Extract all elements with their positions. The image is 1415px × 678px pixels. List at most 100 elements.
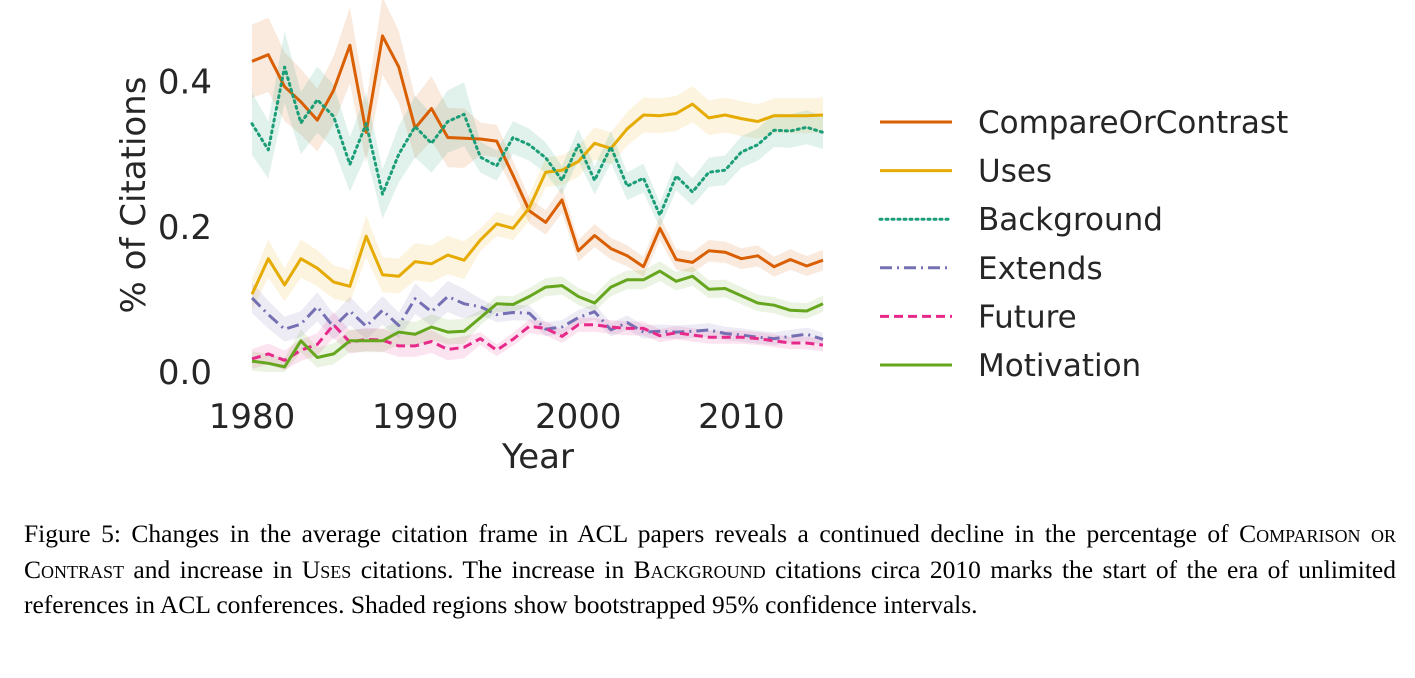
data-point-extends bbox=[577, 316, 580, 319]
data-point-compareorcontrast bbox=[512, 174, 515, 177]
legend-item-uses: Uses bbox=[880, 154, 1052, 190]
legend-item-motivation: Motivation bbox=[880, 348, 1141, 384]
caption-text: citations. The increase in bbox=[351, 554, 634, 584]
data-point-motivation bbox=[283, 365, 286, 368]
confidence-band-future bbox=[252, 311, 823, 371]
data-point-motivation bbox=[397, 331, 400, 334]
data-point-uses bbox=[495, 222, 498, 225]
legend-label: CompareOrContrast bbox=[978, 105, 1288, 141]
data-point-motivation bbox=[609, 286, 612, 289]
data-point-motivation bbox=[756, 302, 759, 305]
data-point-uses bbox=[642, 114, 645, 117]
data-point-uses bbox=[251, 293, 254, 296]
data-point-extends bbox=[430, 310, 433, 313]
data-point-background bbox=[658, 214, 661, 217]
data-point-background bbox=[365, 122, 368, 125]
data-point-uses bbox=[414, 260, 417, 263]
data-point-compareorcontrast bbox=[593, 234, 596, 237]
data-point-compareorcontrast bbox=[724, 251, 727, 254]
data-point-compareorcontrast bbox=[544, 221, 547, 224]
data-point-future bbox=[593, 323, 596, 326]
data-point-compareorcontrast bbox=[561, 198, 564, 201]
data-point-uses bbox=[626, 127, 629, 130]
data-point-future bbox=[724, 336, 727, 339]
data-point-extends bbox=[512, 311, 515, 314]
legend-label: Motivation bbox=[978, 348, 1141, 384]
data-point-future bbox=[283, 359, 286, 362]
data-point-compareorcontrast bbox=[430, 107, 433, 110]
data-point-background bbox=[299, 122, 302, 125]
series-lines bbox=[250, 34, 825, 369]
data-point-uses bbox=[463, 259, 466, 262]
data-point-future bbox=[773, 339, 776, 342]
data-point-compareorcontrast bbox=[283, 85, 286, 88]
figure-caption: Figure 5: Changes in the average citatio… bbox=[24, 516, 1396, 623]
caption-text: Figure 5: Changes in the average citatio… bbox=[24, 519, 1240, 548]
data-point-motivation bbox=[316, 356, 319, 359]
data-point-motivation bbox=[544, 286, 547, 289]
data-point-uses bbox=[593, 142, 596, 145]
data-point-extends bbox=[479, 305, 482, 308]
data-point-motivation bbox=[675, 280, 678, 283]
data-point-future bbox=[740, 336, 743, 339]
data-point-extends bbox=[707, 328, 710, 331]
data-point-extends bbox=[267, 313, 270, 316]
data-point-compareorcontrast bbox=[740, 257, 743, 260]
data-point-background bbox=[740, 151, 743, 154]
caption-text: citations circa 2010 marks the start of … bbox=[24, 554, 1396, 620]
data-point-motivation bbox=[267, 362, 270, 365]
data-point-extends bbox=[463, 302, 466, 305]
y-axis-label: % of Citations bbox=[114, 77, 154, 314]
data-point-motivation bbox=[251, 360, 254, 363]
data-point-uses bbox=[381, 273, 384, 276]
data-point-extends bbox=[495, 313, 498, 316]
data-point-compareorcontrast bbox=[495, 140, 498, 143]
data-point-background bbox=[251, 122, 254, 125]
data-point-background bbox=[348, 163, 351, 166]
confidence-bands bbox=[252, 0, 823, 372]
data-point-uses bbox=[512, 227, 515, 230]
data-point-uses bbox=[658, 114, 661, 117]
data-point-background bbox=[609, 145, 612, 148]
data-point-background bbox=[332, 115, 335, 118]
data-point-motivation bbox=[577, 295, 580, 298]
confidence-band-extends bbox=[252, 281, 823, 346]
confidence-band-uses bbox=[252, 86, 823, 310]
data-point-motivation bbox=[528, 295, 531, 298]
data-point-background bbox=[691, 191, 694, 194]
data-point-future bbox=[299, 349, 302, 352]
y-axis-ticks: 0.0 0.2 0.4 bbox=[158, 63, 212, 393]
data-point-compareorcontrast bbox=[316, 119, 319, 122]
data-point-compareorcontrast bbox=[267, 53, 270, 56]
x-tick-label: 1980 bbox=[209, 397, 296, 437]
data-point-motivation bbox=[561, 284, 564, 287]
data-point-motivation bbox=[593, 302, 596, 305]
data-point-background bbox=[544, 156, 547, 159]
data-point-extends bbox=[348, 310, 351, 313]
data-point-compareorcontrast bbox=[332, 89, 335, 92]
data-point-compareorcontrast bbox=[805, 265, 808, 268]
data-point-background bbox=[756, 143, 759, 146]
data-point-future bbox=[707, 336, 710, 339]
data-point-extends bbox=[724, 332, 727, 335]
data-point-motivation bbox=[626, 278, 629, 281]
x-tick-label: 2000 bbox=[535, 397, 622, 437]
legend-item-future: Future bbox=[880, 299, 1077, 335]
data-point-background bbox=[479, 156, 482, 159]
legend-item-background: Background bbox=[878, 202, 1163, 238]
data-point-future bbox=[822, 344, 825, 347]
data-point-motivation bbox=[707, 288, 710, 291]
data-point-motivation bbox=[463, 330, 466, 333]
legend-label: Future bbox=[978, 299, 1077, 335]
data-point-compareorcontrast bbox=[789, 258, 792, 261]
confidence-band-compareorcontrast bbox=[252, 0, 823, 277]
data-point-background bbox=[463, 113, 466, 116]
data-point-extends bbox=[642, 331, 645, 334]
caption-term-background: Background bbox=[633, 554, 766, 584]
data-point-future bbox=[626, 327, 629, 330]
data-point-compareorcontrast bbox=[626, 254, 629, 257]
data-point-motivation bbox=[479, 316, 482, 319]
legend-item-compareorcontrast: CompareOrContrast bbox=[880, 105, 1288, 141]
data-point-motivation bbox=[495, 302, 498, 305]
data-point-compareorcontrast bbox=[577, 249, 580, 252]
